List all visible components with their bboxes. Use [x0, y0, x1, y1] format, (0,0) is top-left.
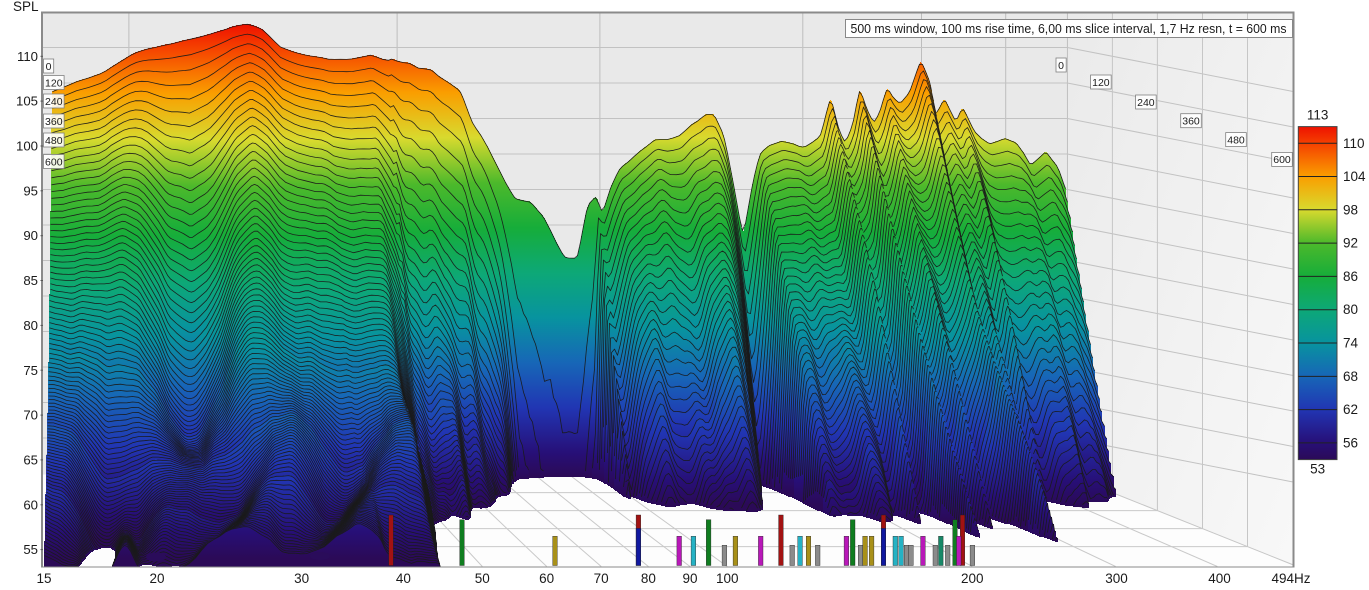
svg-text:65: 65	[23, 452, 38, 467]
svg-text:68: 68	[1343, 369, 1358, 384]
svg-text:90: 90	[23, 228, 38, 243]
svg-text:100: 100	[716, 571, 739, 586]
svg-text:98: 98	[1343, 202, 1358, 217]
svg-text:100: 100	[16, 139, 38, 154]
svg-text:400: 400	[1208, 571, 1231, 586]
svg-text:500 ms window, 100 ms rise tim: 500 ms window, 100 ms rise time, 6,00 ms…	[851, 21, 1287, 36]
svg-text:360: 360	[45, 116, 63, 128]
svg-text:105: 105	[16, 94, 38, 109]
svg-text:113: 113	[1307, 108, 1329, 123]
svg-text:240: 240	[1137, 97, 1155, 109]
svg-text:20: 20	[149, 571, 164, 586]
svg-text:74: 74	[1343, 336, 1359, 351]
svg-text:90: 90	[682, 571, 697, 586]
svg-text:110: 110	[1343, 136, 1365, 151]
svg-text:80: 80	[23, 318, 38, 333]
svg-text:40: 40	[396, 571, 411, 586]
svg-text:300: 300	[1105, 571, 1128, 586]
svg-text:70: 70	[594, 571, 609, 586]
svg-text:600: 600	[45, 156, 63, 168]
svg-text:53: 53	[1310, 462, 1325, 477]
svg-text:600: 600	[1273, 154, 1291, 166]
svg-text:480: 480	[45, 135, 63, 147]
svg-text:85: 85	[23, 273, 38, 288]
svg-text:80: 80	[1343, 302, 1358, 317]
svg-text:480: 480	[1227, 134, 1245, 146]
svg-text:120: 120	[45, 77, 63, 89]
svg-text:55: 55	[23, 542, 38, 557]
svg-text:60: 60	[23, 497, 38, 512]
svg-text:120: 120	[1092, 77, 1110, 89]
svg-text:80: 80	[641, 571, 656, 586]
svg-text:56: 56	[1343, 435, 1358, 450]
svg-text:110: 110	[17, 49, 38, 64]
svg-text:60: 60	[539, 571, 554, 586]
svg-text:92: 92	[1343, 236, 1358, 251]
svg-text:75: 75	[23, 363, 38, 378]
svg-text:0: 0	[46, 61, 52, 73]
svg-text:30: 30	[294, 571, 309, 586]
svg-text:62: 62	[1343, 402, 1358, 417]
svg-text:494Hz: 494Hz	[1271, 571, 1310, 586]
svg-text:0: 0	[1058, 60, 1064, 72]
svg-text:104: 104	[1343, 169, 1366, 184]
svg-text:70: 70	[23, 408, 38, 423]
svg-text:360: 360	[1182, 116, 1200, 128]
svg-text:86: 86	[1343, 269, 1358, 284]
svg-text:200: 200	[961, 571, 984, 586]
svg-text:240: 240	[45, 96, 63, 108]
svg-text:SPL: SPL	[13, 0, 39, 14]
svg-text:50: 50	[475, 571, 490, 586]
svg-text:15: 15	[36, 571, 51, 586]
svg-text:95: 95	[23, 183, 38, 198]
